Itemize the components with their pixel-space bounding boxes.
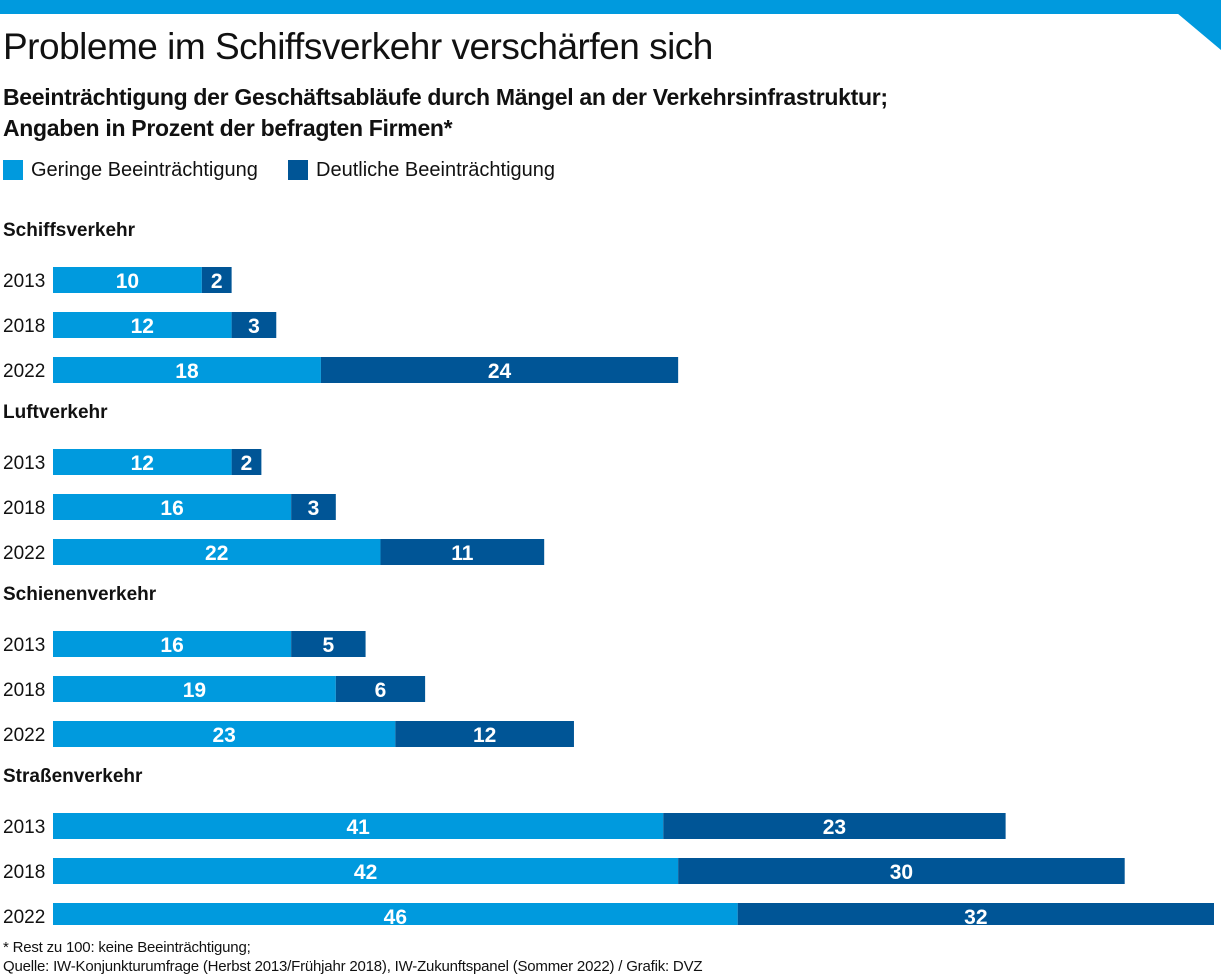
year-label: 2013 [3, 453, 45, 474]
data-label: 18 [175, 360, 199, 383]
legend-swatch-dark [288, 160, 308, 180]
data-label: 46 [384, 906, 407, 925]
data-label: 12 [131, 452, 154, 475]
corner-fold-shape [1161, 0, 1221, 60]
year-label: 2013 [3, 635, 45, 656]
data-label: 3 [308, 497, 320, 520]
bar-segment-light [53, 903, 738, 925]
group-label-schienenverkehr: Schienenverkehr [3, 584, 157, 605]
data-label: 10 [116, 270, 139, 293]
data-label: 23 [823, 816, 846, 839]
year-label: 2018 [3, 680, 45, 701]
bar-segment-dark [201, 267, 232, 293]
data-label: 42 [354, 861, 377, 884]
year-label: 2022 [3, 361, 45, 382]
bar-segment-light [53, 858, 679, 884]
data-label: 16 [160, 634, 183, 657]
footnote: * Rest zu 100: keine Beeinträchtigung; [3, 939, 251, 956]
legend-swatch-light [3, 160, 23, 180]
corner-fold-decoration [1161, 0, 1221, 60]
bar-segment-light [53, 267, 202, 293]
data-label: 23 [212, 724, 235, 747]
top-accent-bar [0, 0, 1221, 14]
year-label: 2018 [3, 316, 45, 337]
stacked-bar-chart: Schiffsverkehr 2013 10 2 2018 12 3 2022 18 24 Luft… [3, 220, 1214, 925]
bar-segment-light [53, 539, 381, 565]
bar-segment-dark [231, 312, 277, 338]
data-label: 19 [183, 679, 206, 702]
bar-segment-dark [678, 858, 1125, 884]
chart-title: Probleme im Schiffsverkehr verschärfen s… [3, 26, 713, 67]
legend-label-light: Geringe Beeinträchtigung [31, 158, 258, 181]
bar-segment-dark [320, 357, 679, 383]
bar-segment-light [53, 813, 664, 839]
bar-segment-dark [737, 903, 1214, 925]
bar-segment-light [53, 676, 336, 702]
data-label: 30 [890, 861, 913, 884]
data-label: 12 [473, 724, 496, 747]
bar-segment-light [53, 449, 232, 475]
data-label: 32 [964, 906, 987, 925]
data-label: 2 [211, 270, 223, 293]
group-label-schiffsverkehr: Schiffsverkehr [3, 220, 136, 241]
data-label: 3 [248, 315, 260, 338]
data-label: 16 [160, 497, 183, 520]
data-label: 12 [131, 315, 154, 338]
year-label: 2018 [3, 862, 45, 883]
bar-segment-dark [663, 813, 1006, 839]
bar-segment-dark [291, 631, 366, 657]
bar-segment-light [53, 721, 396, 747]
year-label: 2022 [3, 543, 45, 564]
group-label-luftverkehr: Luftverkehr [3, 402, 108, 423]
bar-segment-light [53, 494, 292, 520]
bar-segment-dark [231, 449, 262, 475]
year-label: 2022 [3, 725, 45, 746]
year-label: 2013 [3, 817, 45, 838]
chart-subtitle-line-1: Beeinträchtigung der Geschäftsabläufe du… [3, 84, 888, 110]
bar-segment-dark [291, 494, 336, 520]
legend-label-dark: Deutliche Beeinträchtigung [316, 158, 556, 181]
legend-item-light: Geringe Beeinträchtigung [3, 158, 258, 182]
bar-segment-light [53, 312, 232, 338]
year-label: 2013 [3, 271, 45, 292]
source-note: Quelle: IW-Konjunkturumfrage (Herbst 201… [3, 958, 703, 975]
bar-segment-dark [395, 721, 574, 747]
data-label: 22 [205, 542, 228, 565]
data-label: 24 [488, 360, 512, 383]
group-label-strassenverkehr: Straßenverkehr [3, 766, 143, 787]
bar-segment-dark [380, 539, 545, 565]
data-label: 6 [375, 679, 387, 702]
legend-item-dark: Deutliche Beeinträchtigung [288, 158, 555, 182]
bar-segment-light [53, 357, 321, 383]
chart-subtitle-line-2: Angaben in Prozent der befragten Firmen* [3, 115, 453, 141]
bar-segment-dark [335, 676, 426, 702]
data-label: 5 [323, 634, 335, 657]
year-label: 2018 [3, 498, 45, 519]
data-label: 41 [346, 816, 370, 839]
year-label: 2022 [3, 907, 45, 925]
bar-segment-light [53, 631, 292, 657]
data-label: 2 [241, 452, 253, 475]
accent-stripe [0, 0, 1221, 14]
data-label: 11 [451, 542, 474, 565]
